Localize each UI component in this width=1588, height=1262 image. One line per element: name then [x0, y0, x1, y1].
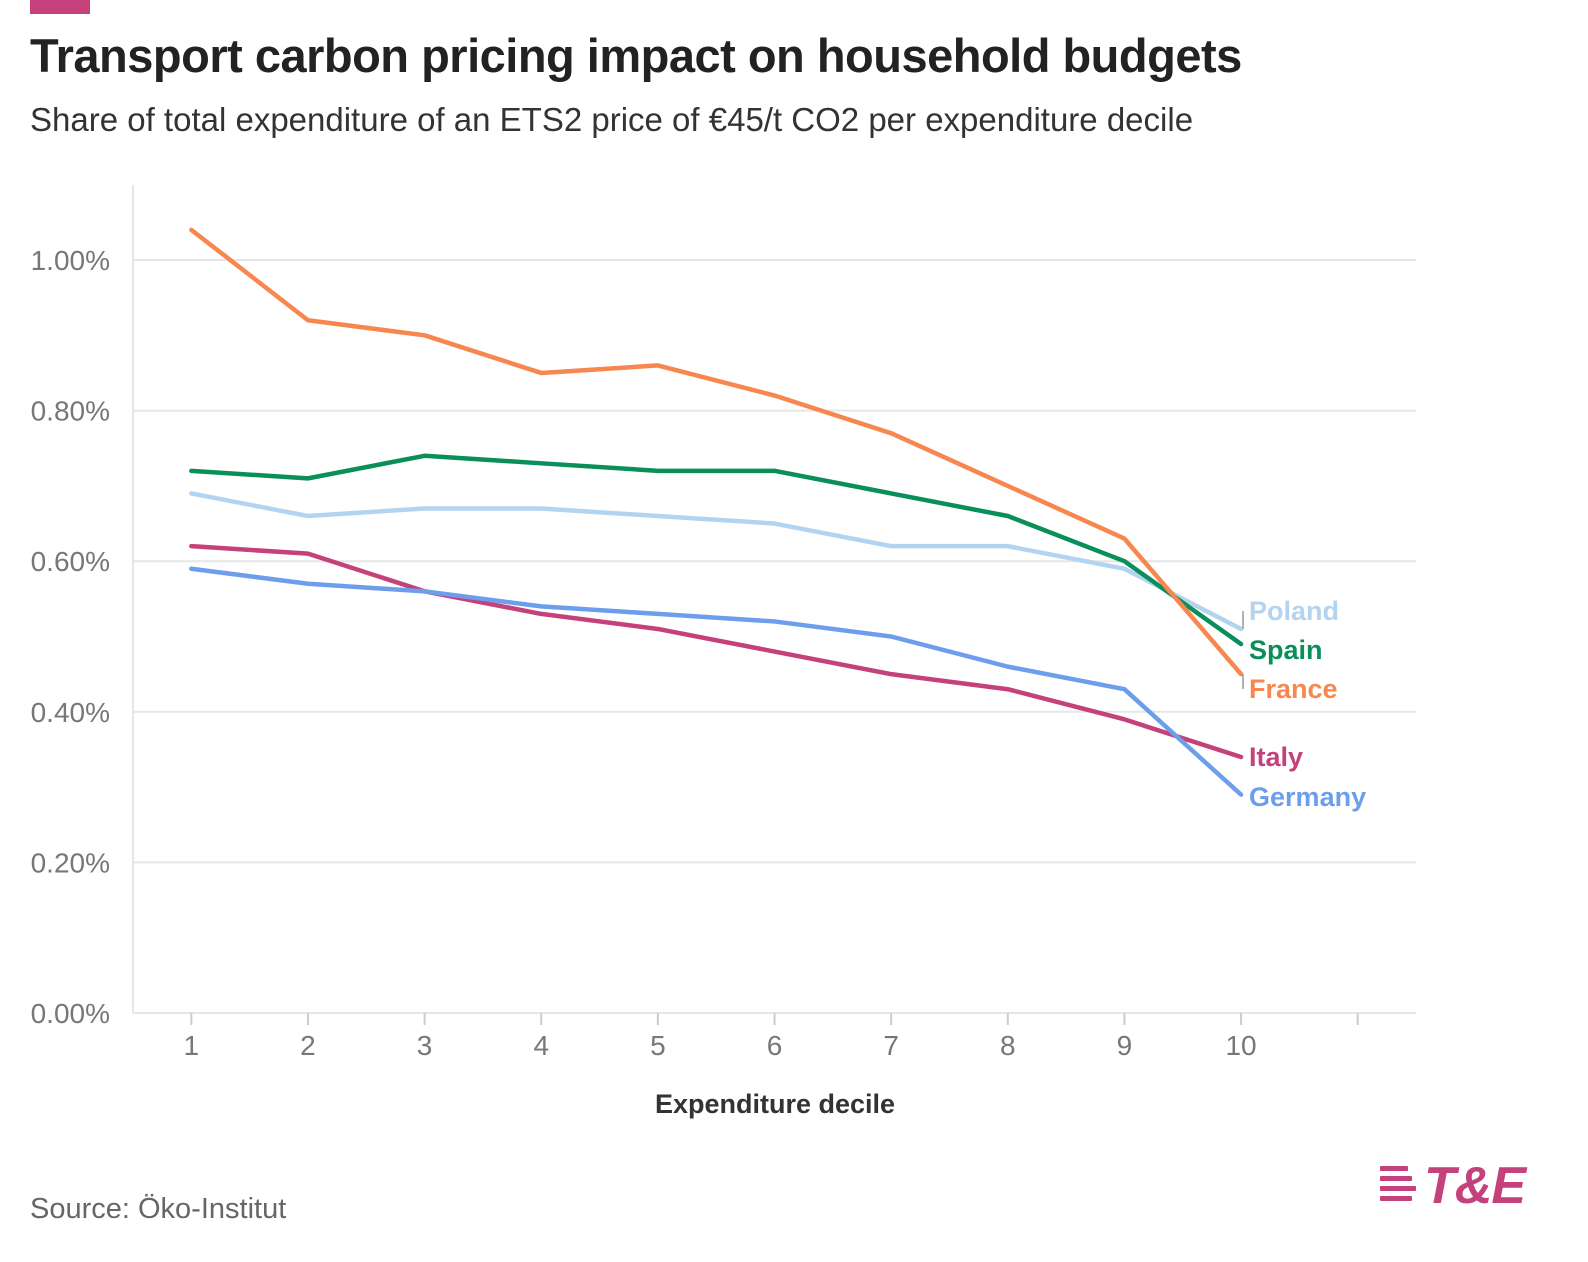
series-line-germany — [189, 566, 1244, 797]
y-tick-label: 0.40% — [31, 697, 110, 728]
series-label-france: France — [1249, 674, 1338, 704]
logo-stripes-icon — [1380, 1166, 1420, 1208]
x-tick-label: 3 — [417, 1030, 433, 1061]
te-logo: T&E — [1380, 1157, 1560, 1218]
y-tick-label: 0.00% — [31, 998, 110, 1029]
chart-title: Transport carbon pricing impact on house… — [30, 29, 1242, 82]
series-label-italy: Italy — [1249, 742, 1303, 772]
x-tick-label: 10 — [1225, 1030, 1256, 1061]
x-tick-label: 2 — [300, 1030, 316, 1061]
series-line-italy — [189, 543, 1244, 760]
y-tick-label: 0.80% — [31, 396, 110, 427]
x-tick-label: 4 — [533, 1030, 549, 1061]
y-tick-label: 0.60% — [31, 546, 110, 577]
y-tick-label: 0.20% — [31, 847, 110, 878]
brand-accent-bar — [30, 0, 90, 14]
x-tick-label: 1 — [184, 1030, 200, 1061]
series-line-france — [189, 227, 1244, 677]
series-label-spain: Spain — [1249, 635, 1323, 665]
x-tick-label: 9 — [1117, 1030, 1133, 1061]
source-note: Source: Öko-Institut — [30, 1193, 287, 1225]
x-tick-label: 6 — [767, 1030, 783, 1061]
y-tick-label: 1.00% — [31, 245, 110, 276]
series-line-poland — [189, 491, 1244, 632]
x-tick-label: 7 — [883, 1030, 899, 1061]
x-axis-label: Expenditure decile — [655, 1089, 895, 1119]
series-label-poland: Poland — [1249, 596, 1339, 626]
series-line-spain — [189, 453, 1244, 647]
chart-subtitle: Share of total expenditure of an ETS2 pr… — [30, 101, 1194, 138]
x-tick-label: 8 — [1000, 1030, 1016, 1061]
logo-text: T&E — [1424, 1157, 1526, 1215]
x-tick-label: 5 — [650, 1030, 666, 1061]
series-label-germany: Germany — [1249, 782, 1366, 812]
